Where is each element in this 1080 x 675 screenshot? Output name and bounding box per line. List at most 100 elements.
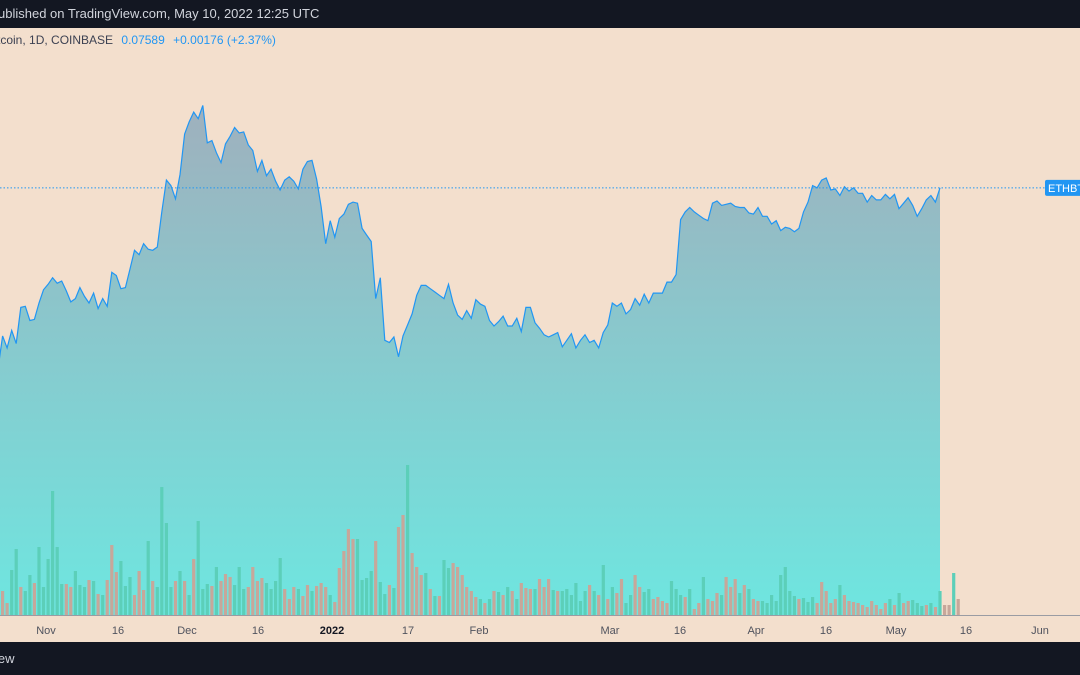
volume-bar xyxy=(274,581,278,615)
volume-bar xyxy=(28,575,32,615)
volume-bar xyxy=(956,599,960,615)
volume-bar xyxy=(847,601,851,615)
volume-bar xyxy=(647,589,651,615)
volume-bar xyxy=(292,587,296,615)
volume-bar xyxy=(574,583,578,615)
volume-bar xyxy=(337,568,341,615)
volume-bar xyxy=(888,599,892,615)
volume-bar xyxy=(706,599,710,615)
volume-bar xyxy=(915,603,919,615)
volume-bar xyxy=(874,605,878,615)
volume-bar xyxy=(328,595,332,615)
volume-bar xyxy=(824,591,828,615)
volume-bar xyxy=(128,577,132,615)
volume-bar xyxy=(451,563,455,615)
volume-bar xyxy=(132,595,137,615)
chart-legend: tcoin, 1D, COINBASE 0.07589 +0.00176 (+2… xyxy=(0,33,276,47)
volume-bar xyxy=(324,587,328,615)
volume-bar xyxy=(510,591,514,615)
volume-bar xyxy=(578,601,583,615)
volume-bar xyxy=(833,599,837,615)
volume-bar xyxy=(92,581,96,615)
volume-bar xyxy=(911,600,915,615)
volume-bar xyxy=(533,589,537,615)
volume-bar xyxy=(565,589,569,615)
volume-bar xyxy=(51,491,55,615)
volume-bar xyxy=(351,539,355,615)
volume-bar xyxy=(815,603,819,615)
volume-bar xyxy=(219,581,223,615)
volume-bar xyxy=(251,567,255,615)
volume-bar xyxy=(223,574,228,615)
volume-bar xyxy=(151,581,155,615)
volume-bar xyxy=(478,599,482,615)
volume-bar xyxy=(401,515,405,615)
volume-bar xyxy=(902,603,906,615)
volume-bar xyxy=(838,585,842,615)
x-tick-label: 2022 xyxy=(320,625,344,637)
volume-bar xyxy=(506,587,510,615)
change-value: +0.00176 (+2.37%) xyxy=(173,33,276,47)
price-tag: ETHBT xyxy=(1045,179,1080,196)
volume-bar xyxy=(679,595,683,615)
volume-bar xyxy=(446,568,451,615)
volume-bar xyxy=(60,584,64,615)
published-text: ublished on TradingView.com, May 10, 202… xyxy=(0,6,320,21)
volume-bar xyxy=(492,591,496,615)
volume-bar xyxy=(246,587,250,615)
volume-bar xyxy=(374,541,378,615)
volume-bar xyxy=(669,581,674,615)
volume-bar xyxy=(906,601,910,615)
volume-bar xyxy=(1,591,5,615)
volume-bar xyxy=(428,589,432,615)
volume-bar xyxy=(319,583,323,615)
volume-bar xyxy=(146,541,150,615)
volume-bar xyxy=(537,579,542,615)
volume-bar xyxy=(460,575,464,615)
volume-bar xyxy=(392,588,396,615)
volume-bar xyxy=(610,587,614,615)
volume-bar xyxy=(729,587,733,615)
volume-bar xyxy=(474,597,478,615)
volume-bar xyxy=(524,588,528,615)
volume-bar xyxy=(619,579,624,615)
volume-bar xyxy=(96,594,100,615)
volume-bar xyxy=(164,523,168,615)
volume-bar xyxy=(747,589,751,615)
volume-bars xyxy=(1,465,960,615)
volume-bar xyxy=(456,567,460,615)
volume-bar xyxy=(378,582,382,615)
volume-bar xyxy=(406,465,410,615)
volume-bar xyxy=(64,584,68,615)
volume-bar xyxy=(947,605,951,615)
volume-bar xyxy=(556,591,560,615)
volume-bar xyxy=(210,586,214,615)
volume-bar xyxy=(101,595,105,615)
volume-bar xyxy=(264,583,269,615)
volume-bar xyxy=(547,579,551,615)
volume-bar xyxy=(624,603,628,615)
volume-bar xyxy=(760,601,765,615)
volume-bar xyxy=(396,527,401,615)
volume-bar xyxy=(665,603,669,615)
volume-bar xyxy=(192,559,196,615)
volume-bar xyxy=(355,539,360,615)
volume-bar xyxy=(651,599,655,615)
volume-bar xyxy=(519,583,523,615)
volume-bar xyxy=(870,601,874,615)
volume-bar xyxy=(879,609,883,615)
volume-bar xyxy=(829,603,833,615)
volume-bar xyxy=(738,593,742,615)
volume-bar xyxy=(365,578,369,615)
volume-bar xyxy=(310,591,314,615)
volume-bar xyxy=(483,603,487,615)
volume-bar xyxy=(160,487,164,615)
volume-bar xyxy=(797,599,801,615)
volume-bar xyxy=(55,547,59,615)
volume-bar xyxy=(196,521,200,615)
last-value: 0.07589 xyxy=(121,33,165,47)
x-tick-label: 16 xyxy=(252,625,264,637)
volume-bar xyxy=(255,581,259,615)
volume-bar xyxy=(720,595,724,615)
price-chart[interactable]: Nov 16 Dec 16 2022 17 Feb Mar 16 Apr 16 May 16 Jun ET… xyxy=(0,28,1080,642)
